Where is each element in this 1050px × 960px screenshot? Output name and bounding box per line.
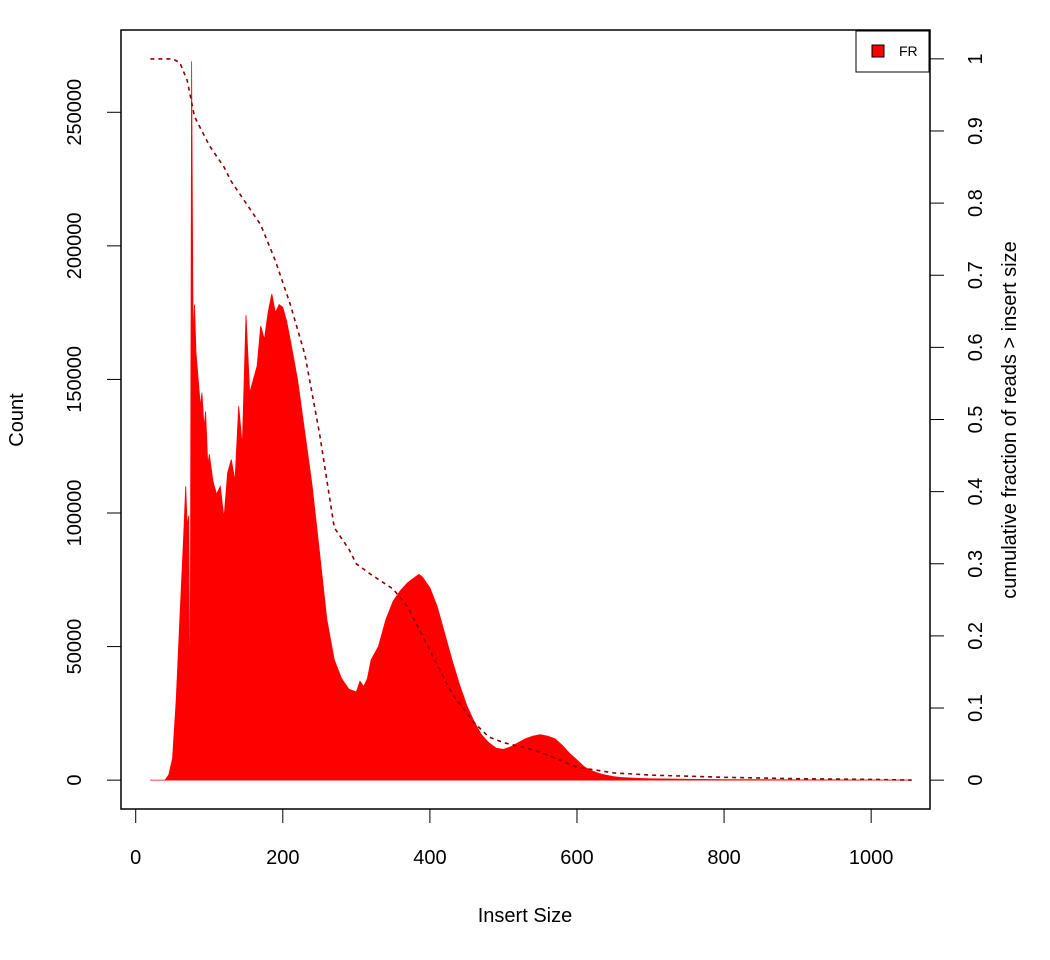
x-tick-label: 800 [707,847,740,869]
y-tick-label: 100000 [64,480,86,547]
y-tick-label: 200000 [64,213,86,280]
y2-tick-label: 0.4 [965,478,987,506]
y-axis-right: 0 0.1 0.2 0.3 0.4 0.5 0.6 0.7 0.8 0.9 1 [929,53,987,786]
y2-tick-label: 0.2 [965,622,987,650]
legend-box [855,30,930,73]
y2-tick-label: 1 [965,53,987,64]
x-axis: 0 200 400 600 800 1000 [130,808,894,869]
y-tick-label: 150000 [64,346,86,413]
y2-tick-label: 0.5 [965,406,987,434]
y-tick-label: 0 [64,775,86,786]
x-tick-label: 0 [130,847,141,869]
y2-tick-label: 0.7 [965,261,987,289]
y2-tick-label: 0.8 [965,189,987,217]
y-tick-label: 250000 [64,79,86,146]
x-axis-title: Insert Size [478,905,572,927]
x-tick-label: 600 [560,847,593,869]
y2-tick-label: 0.6 [965,333,987,361]
legend-swatch-fr [871,44,885,58]
histogram-series-fr [149,61,913,781]
y-axis-left: 0 50000 100000 150000 200000 250000 [64,79,122,786]
y2-tick-label: 0.3 [965,550,987,578]
y2-tick-label: 0.9 [965,117,987,145]
y-axis-title: Count [6,393,28,447]
legend-label-fr: FR [899,43,918,59]
y2-axis-title: cumulative fraction of reads > insert si… [999,241,1021,598]
x-tick-label: 400 [413,847,446,869]
x-tick-label: 200 [266,847,299,869]
y2-tick-label: 0 [965,775,987,786]
cumulative-layer [150,58,912,781]
legend: FR [855,30,930,73]
y2-tick-label: 0.1 [965,694,987,722]
histogram-layer [149,61,913,781]
y-tick-label: 50000 [64,619,86,675]
cumulative-fraction-line [150,58,912,781]
x-tick-label: 1000 [849,847,894,869]
